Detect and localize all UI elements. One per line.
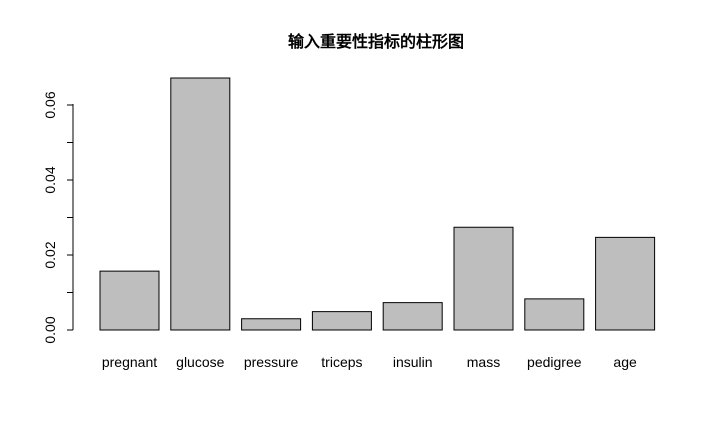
y-axis: 0.00 0.02 0.04 0.06 [42, 91, 74, 344]
bar-pedigree [524, 298, 585, 331]
bar-age [595, 236, 656, 331]
y-tick-label: 0.00 [42, 316, 58, 343]
bars [99, 77, 656, 331]
bar-pregnant [99, 270, 160, 331]
bar-triceps [311, 311, 372, 331]
x-tick-label-age: age [613, 354, 637, 370]
bar-mass [453, 226, 514, 331]
y-tick-label: 0.02 [42, 241, 58, 268]
x-tick-labels: pregnant glucose pressure triceps insulin mas… [102, 354, 637, 370]
bar-glucose [170, 77, 231, 331]
x-tick-label-pedigree: pedigree [527, 354, 582, 370]
y-tick-label: 0.04 [42, 166, 58, 193]
x-tick-label-pressure: pressure [244, 354, 299, 370]
bar-pressure [241, 318, 302, 331]
y-tick-label: 0.06 [42, 91, 58, 118]
x-tick-label-triceps: triceps [321, 354, 362, 370]
x-tick-label-pregnant: pregnant [102, 354, 157, 370]
x-tick-label-insulin: insulin [393, 354, 433, 370]
bar-insulin [382, 302, 443, 331]
x-tick-label-glucose: glucose [176, 354, 224, 370]
chart-title: 输入重要性指标的柱形图 [288, 32, 464, 51]
x-tick-label-mass: mass [467, 354, 500, 370]
